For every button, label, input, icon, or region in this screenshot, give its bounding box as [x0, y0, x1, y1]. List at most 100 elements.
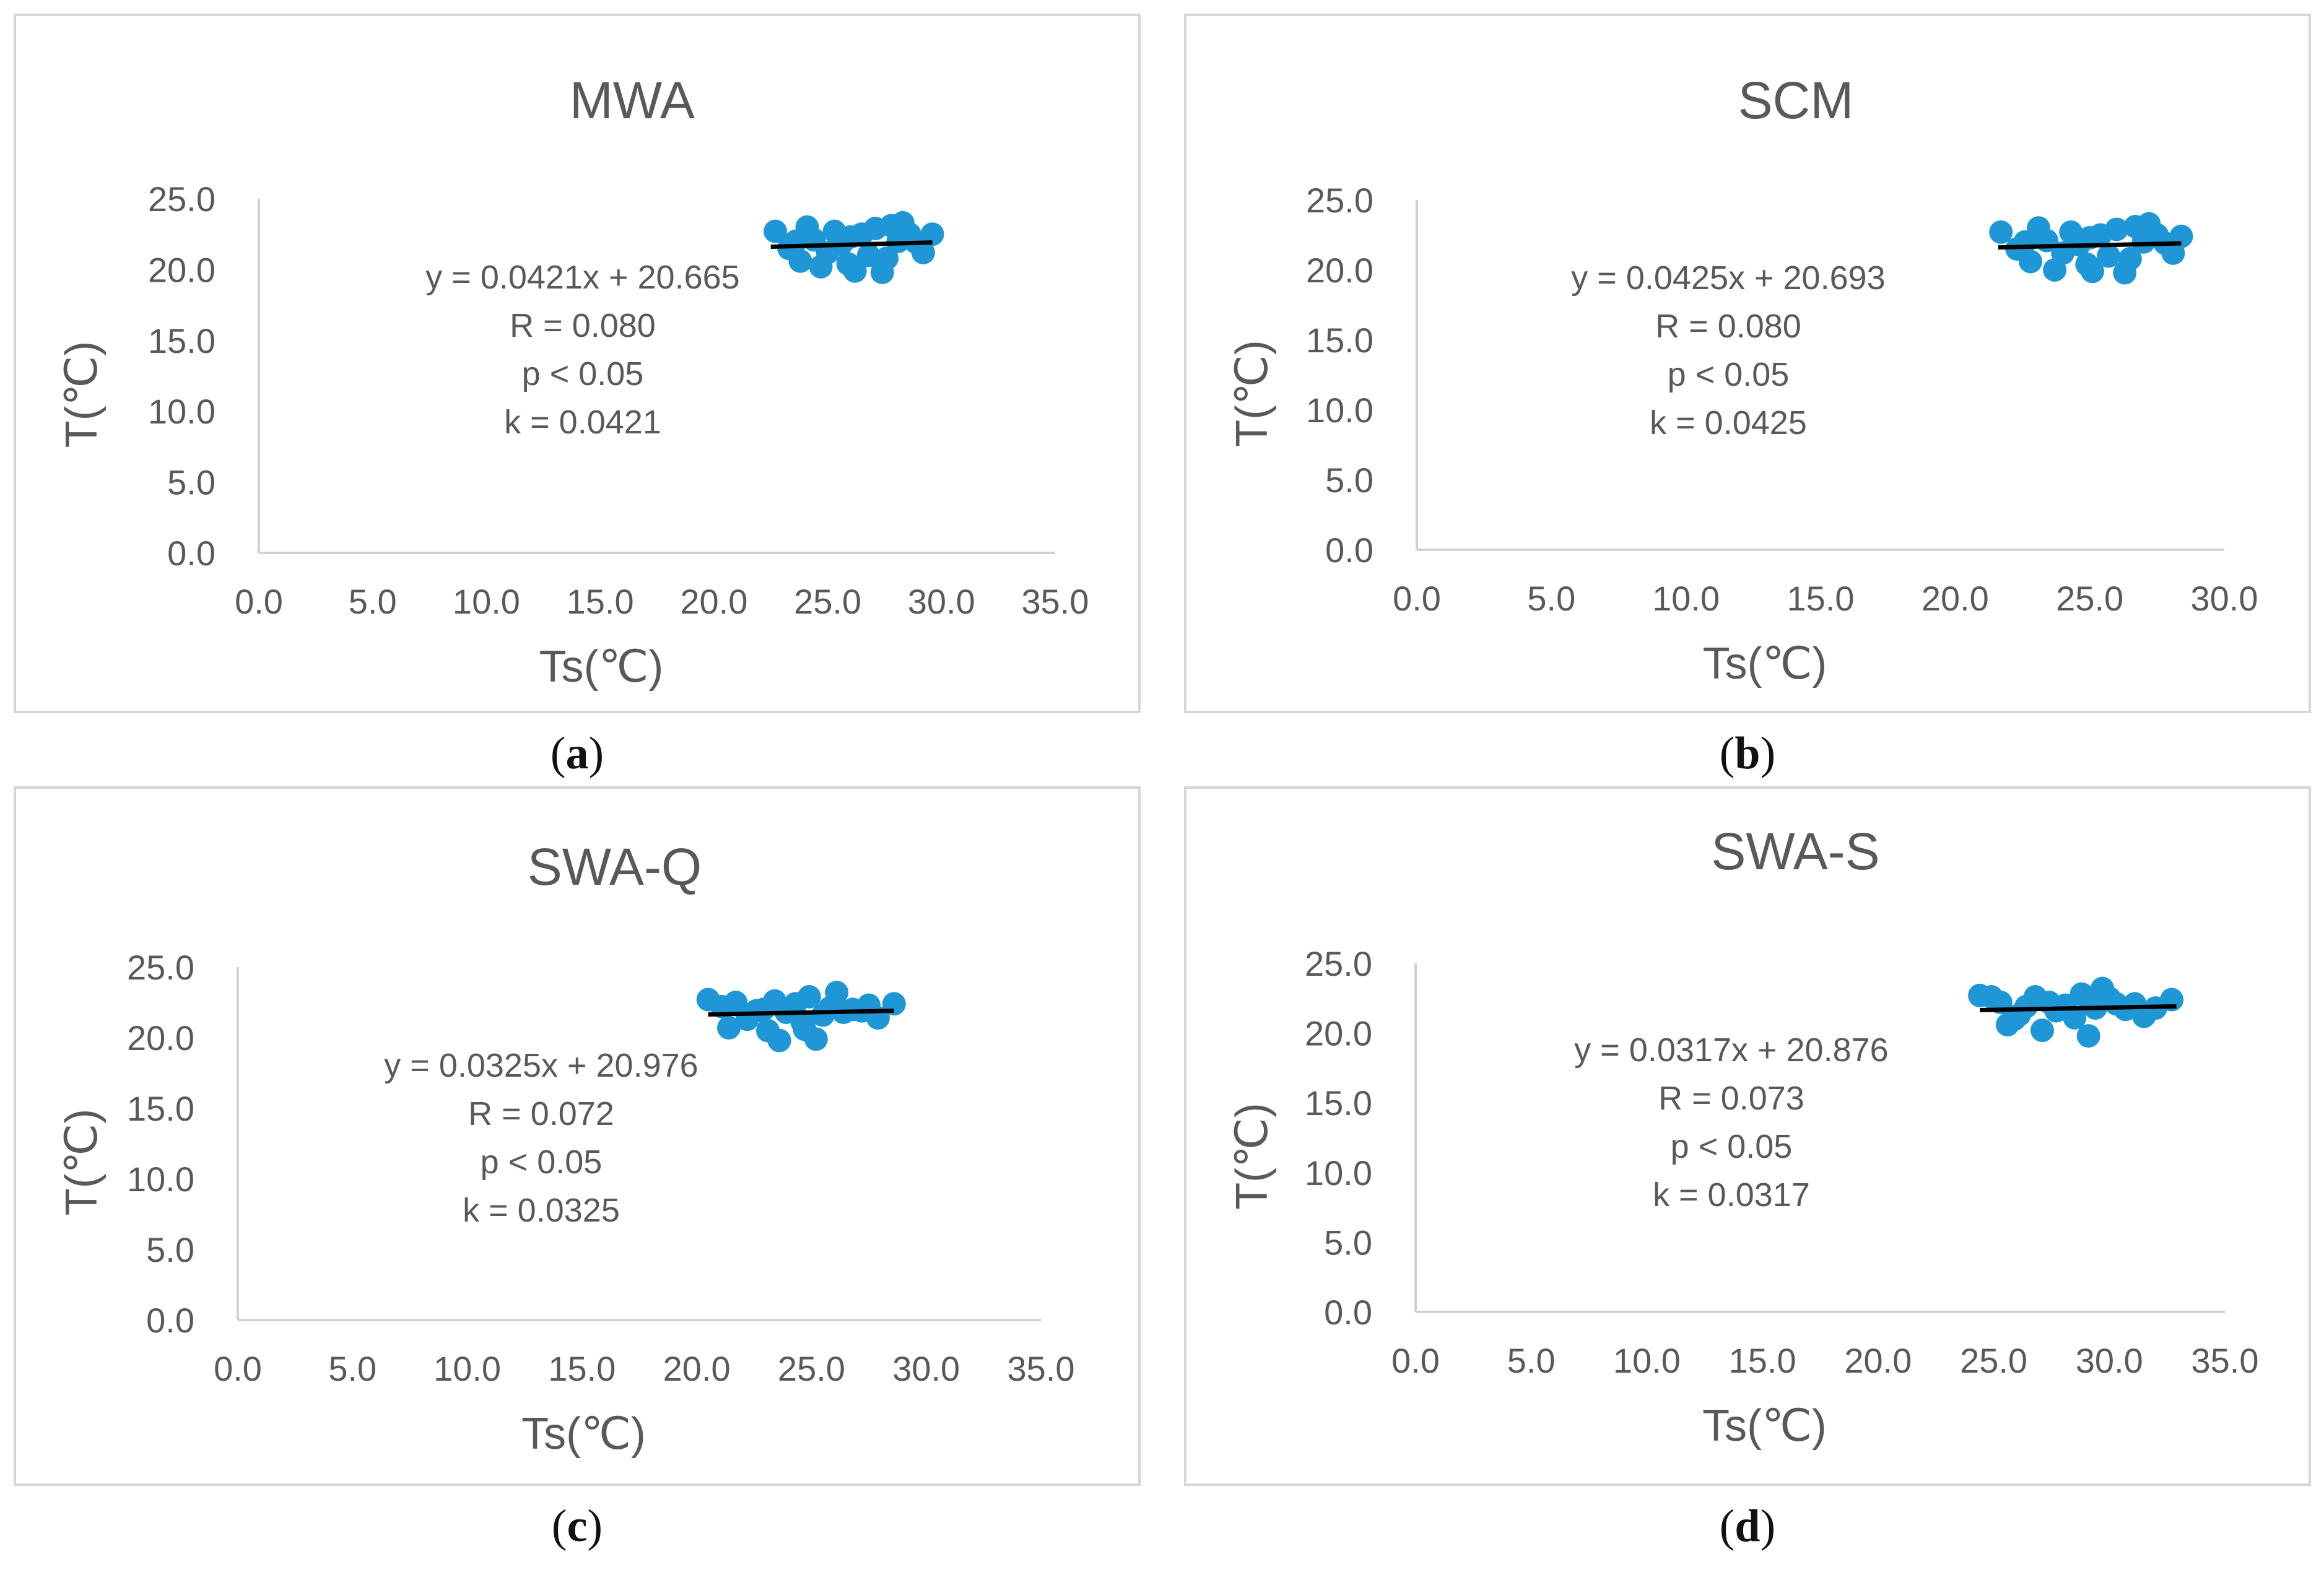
data-point [2013, 230, 2037, 254]
chart-title: SCM [1738, 71, 1854, 129]
x-axis-title: Ts(℃) [539, 642, 664, 692]
chart-panel-scm: SCM 0.0 5.0 10.0 15.0 20.0 25.0 0.0 5.0 10.0 15.0 2… [1184, 14, 2311, 713]
data-point [2081, 259, 2105, 284]
x-tick-label: 20.0 [680, 582, 747, 621]
x-tick-label: 20.0 [1844, 1341, 1912, 1380]
data-point [767, 1028, 791, 1053]
y-axis-title: T(℃) [57, 1109, 107, 1216]
regression-annotation: k = 0.0325 [463, 1192, 620, 1229]
y-tick-label: 5.0 [167, 463, 215, 502]
y-tick-label: 15.0 [148, 321, 215, 360]
y-tick-label: 15.0 [1305, 1083, 1372, 1123]
y-tick-label: 10.0 [1306, 391, 1373, 430]
x-tick-label: 30.0 [908, 582, 975, 621]
data-point [764, 219, 788, 243]
y-tick-label: 25.0 [1305, 944, 1372, 983]
y-tick-label: 10.0 [148, 392, 215, 431]
x-tick-label: 10.0 [1652, 579, 1720, 618]
panel-caption-a: (a) [550, 728, 604, 779]
trend-line [1998, 241, 2182, 250]
x-tick-label: 5.0 [1527, 579, 1575, 618]
y-tick-label: 20.0 [1306, 251, 1373, 290]
data-point [1989, 220, 2013, 244]
data-point [911, 240, 935, 264]
regression-annotation: p < 0.05 [522, 355, 644, 393]
y-tick-label: 25.0 [1306, 181, 1373, 220]
data-point [2074, 985, 2098, 1009]
x-tick-label: 30.0 [892, 1349, 960, 1388]
chart-swa-q: SWA-Q 0.0 5.0 10.0 15.0 20.0 25.0 0.0 5.0 10.0 15.… [57, 838, 1075, 1459]
y-tick-label: 15.0 [1306, 321, 1373, 360]
panel-label: d [1734, 1501, 1760, 1552]
x-tick-label: 15.0 [1729, 1341, 1796, 1380]
x-axis-title: Ts(℃) [1703, 639, 1827, 688]
trend-line [708, 1009, 894, 1017]
y-tick-label: 25.0 [127, 948, 194, 987]
data-point [793, 1017, 817, 1041]
x-axis-title: Ts(℃) [1702, 1401, 1827, 1451]
y-tick-label: 20.0 [127, 1018, 194, 1057]
chart-panel-mwa: MWA 0.0 5.0 10.0 15.0 20.0 25.0 0.0 5.0 10.0 15.0 2… [14, 14, 1141, 713]
x-tick-label: 30.0 [2076, 1341, 2143, 1380]
x-tick-label: 0.0 [1393, 579, 1441, 618]
y-tick-label: 0.0 [1324, 1293, 1372, 1332]
x-tick-label: 20.0 [663, 1349, 731, 1388]
x-tick-label: 35.0 [1008, 1349, 1075, 1388]
regression-annotation: p < 0.05 [481, 1144, 603, 1181]
data-point [2076, 1024, 2100, 1048]
y-tick-label: 0.0 [167, 534, 215, 573]
regression-annotation: y = 0.0425x + 20.693 [1571, 259, 1885, 297]
data-point [724, 991, 748, 1014]
x-tick-label: 0.0 [214, 1349, 262, 1388]
data-point [875, 246, 899, 271]
x-tick-label: 15.0 [1787, 579, 1855, 618]
chart-mwa: MWA 0.0 5.0 10.0 15.0 20.0 25.0 0.0 5.0 10.0 15.0 2… [57, 71, 1089, 692]
x-tick-label: 0.0 [235, 582, 283, 621]
data-point [797, 984, 821, 1009]
chart-title: SWA-Q [528, 838, 702, 896]
data-point [2105, 217, 2129, 241]
data-point [843, 259, 867, 283]
trend-line [1980, 1004, 2177, 1012]
y-tick-label: 5.0 [1324, 1223, 1372, 1262]
chart-panel-swa-q: SWA-Q 0.0 5.0 10.0 15.0 20.0 25.0 0.0 5.0 10.0 15.… [14, 786, 1141, 1486]
x-tick-label: 10.0 [1613, 1341, 1681, 1380]
x-tick-label: 15.0 [548, 1349, 616, 1388]
data-point [2030, 1018, 2054, 1043]
chart-swa-s: SWA-S 0.0 5.0 10.0 15.0 20.0 25.0 0.0 5.0 10.0 15.… [1227, 822, 2259, 1451]
regression-annotation: k = 0.0421 [504, 404, 661, 441]
x-tick-label: 10.0 [433, 1349, 501, 1388]
chart-scm: SCM 0.0 5.0 10.0 15.0 20.0 25.0 0.0 5.0 10.0 15.0 2… [1227, 71, 2258, 688]
y-tick-label: 0.0 [1325, 531, 1373, 570]
x-tick-label: 5.0 [349, 582, 397, 621]
chart-panel-swa-s: SWA-S 0.0 5.0 10.0 15.0 20.0 25.0 0.0 5.0 10.0 15.… [1184, 786, 2311, 1486]
y-axis-title: T(℃) [57, 341, 107, 448]
y-tick-label: 15.0 [127, 1089, 194, 1128]
regression-annotation: k = 0.0317 [1653, 1176, 1810, 1214]
y-tick-label: 5.0 [1325, 461, 1373, 500]
panel-label: a [565, 728, 589, 779]
x-tick-label: 20.0 [1921, 579, 1989, 618]
data-point [788, 249, 812, 273]
data-point [784, 229, 808, 253]
chart-title: MWA [570, 71, 695, 129]
x-tick-label: 25.0 [794, 582, 861, 621]
panel-caption-d: (d) [1719, 1501, 1776, 1552]
y-tick-label: 10.0 [127, 1160, 194, 1199]
y-tick-label: 25.0 [148, 180, 215, 219]
data-point [2019, 250, 2043, 274]
trend-line [770, 240, 933, 250]
x-tick-label: 15.0 [567, 582, 634, 621]
x-tick-label: 0.0 [1391, 1341, 1440, 1380]
panel-label: b [1734, 728, 1760, 779]
panel-caption-b: (b) [1719, 728, 1776, 779]
y-tick-label: 0.0 [146, 1301, 194, 1340]
x-tick-label: 35.0 [2191, 1341, 2259, 1380]
x-tick-label: 25.0 [1960, 1341, 2027, 1380]
regression-annotation: p < 0.05 [1668, 356, 1790, 393]
data-point [2097, 244, 2121, 268]
data-point [2063, 1005, 2087, 1030]
y-tick-label: 20.0 [148, 250, 215, 289]
data-point [2118, 246, 2142, 271]
regression-annotation: R = 0.072 [468, 1095, 614, 1132]
